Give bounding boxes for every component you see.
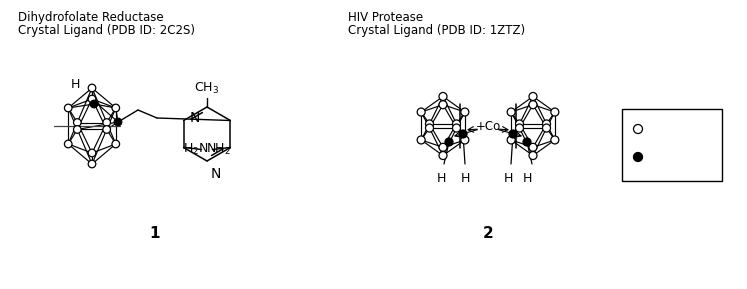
Circle shape	[529, 92, 537, 101]
Text: 1: 1	[149, 227, 161, 242]
Circle shape	[439, 143, 447, 151]
Circle shape	[439, 101, 447, 109]
Text: H: H	[522, 172, 532, 185]
Text: H: H	[436, 172, 446, 185]
Circle shape	[73, 126, 81, 133]
Text: HIV Protease: HIV Protease	[348, 11, 423, 24]
Circle shape	[551, 108, 559, 116]
Circle shape	[90, 100, 98, 108]
Text: H$_2$N: H$_2$N	[183, 142, 208, 157]
Circle shape	[453, 124, 460, 132]
Circle shape	[542, 124, 551, 132]
Text: N: N	[190, 112, 200, 125]
Circle shape	[112, 140, 120, 148]
Text: +Co: +Co	[475, 119, 500, 132]
Circle shape	[439, 151, 447, 160]
Circle shape	[426, 120, 433, 128]
Text: Crystal Ligand (PDB ID: 2C2S): Crystal Ligand (PDB ID: 2C2S)	[18, 24, 195, 37]
Circle shape	[64, 104, 72, 112]
Circle shape	[633, 125, 642, 134]
Circle shape	[509, 130, 517, 138]
Circle shape	[515, 120, 524, 128]
Circle shape	[103, 126, 111, 133]
Text: N: N	[211, 167, 221, 181]
Circle shape	[461, 108, 469, 116]
Circle shape	[417, 108, 425, 116]
Circle shape	[507, 136, 515, 144]
Circle shape	[507, 108, 515, 116]
Circle shape	[88, 95, 96, 103]
Circle shape	[88, 84, 96, 92]
Text: C: C	[650, 150, 660, 164]
Circle shape	[461, 136, 469, 144]
Circle shape	[453, 120, 460, 128]
Circle shape	[73, 119, 81, 126]
Circle shape	[439, 92, 447, 101]
Circle shape	[417, 136, 425, 144]
Circle shape	[542, 120, 551, 128]
Circle shape	[523, 138, 531, 146]
Text: H: H	[503, 172, 512, 185]
Text: Crystal Ligand (PDB ID: 1ZTZ): Crystal Ligand (PDB ID: 1ZTZ)	[348, 24, 525, 37]
Circle shape	[633, 153, 642, 162]
Text: H: H	[71, 79, 80, 92]
Text: CH$_3$: CH$_3$	[194, 81, 220, 96]
Circle shape	[529, 101, 537, 109]
Text: 2: 2	[483, 227, 493, 242]
Circle shape	[88, 149, 96, 157]
Circle shape	[114, 118, 122, 126]
Bar	[622, 109, 722, 181]
Text: BH: BH	[650, 122, 670, 136]
Circle shape	[529, 143, 537, 151]
Circle shape	[459, 130, 467, 138]
Text: H: H	[460, 172, 470, 185]
Circle shape	[103, 119, 111, 126]
Circle shape	[515, 124, 524, 132]
Circle shape	[112, 104, 120, 112]
Circle shape	[529, 151, 537, 160]
Circle shape	[426, 124, 433, 132]
Circle shape	[551, 136, 559, 144]
Text: Dihydrofolate Reductase: Dihydrofolate Reductase	[18, 11, 164, 24]
Circle shape	[88, 160, 96, 168]
Circle shape	[445, 138, 453, 146]
Text: NH$_2$: NH$_2$	[205, 142, 231, 157]
Circle shape	[64, 140, 72, 148]
